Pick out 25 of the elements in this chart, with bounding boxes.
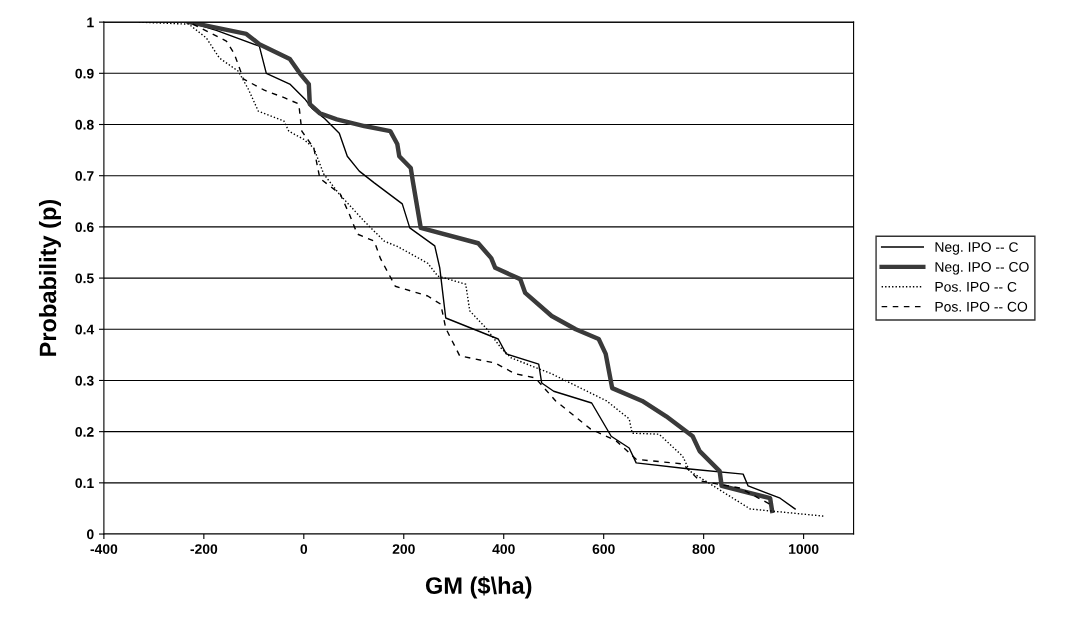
y-tick-label: 0.2 (75, 426, 94, 437)
x-tick-label: -400 (90, 544, 118, 554)
x-tick-label: 600 (592, 544, 615, 554)
y-tick-label: 0 (86, 529, 94, 540)
x-axis-title: GM ($\ha) (425, 576, 532, 599)
y-tick-label: 1 (87, 17, 94, 28)
legend-label: Neg. IPO -- CO (935, 262, 1029, 275)
y-tick-label: 0.1 (75, 478, 94, 489)
x-tick-label: 400 (492, 544, 515, 554)
x-tick-label: 800 (692, 544, 715, 554)
legend-label: Pos. IPO -- C (935, 281, 1017, 292)
x-tick-label: 1000 (789, 544, 819, 554)
x-tick-label: 200 (392, 544, 415, 554)
y-tick-label: 0.5 (75, 273, 94, 284)
y-tick-label: 0.4 (75, 324, 95, 335)
y-tick-label: 0.9 (75, 68, 94, 79)
legend-label: Neg. IPO -- C (935, 242, 1018, 255)
x-tick-label: -200 (190, 544, 218, 554)
y-tick-label: 0.3 (75, 375, 94, 386)
y-tick-label: 0.6 (75, 222, 94, 233)
y-axis-title: Probability (p) (38, 199, 61, 356)
x-tick-label: 0 (300, 544, 308, 554)
y-tick-label: 0.7 (75, 171, 94, 181)
legend-label: Pos. IPO -- CO (935, 301, 1028, 312)
y-tick-label: 0.8 (75, 119, 94, 130)
